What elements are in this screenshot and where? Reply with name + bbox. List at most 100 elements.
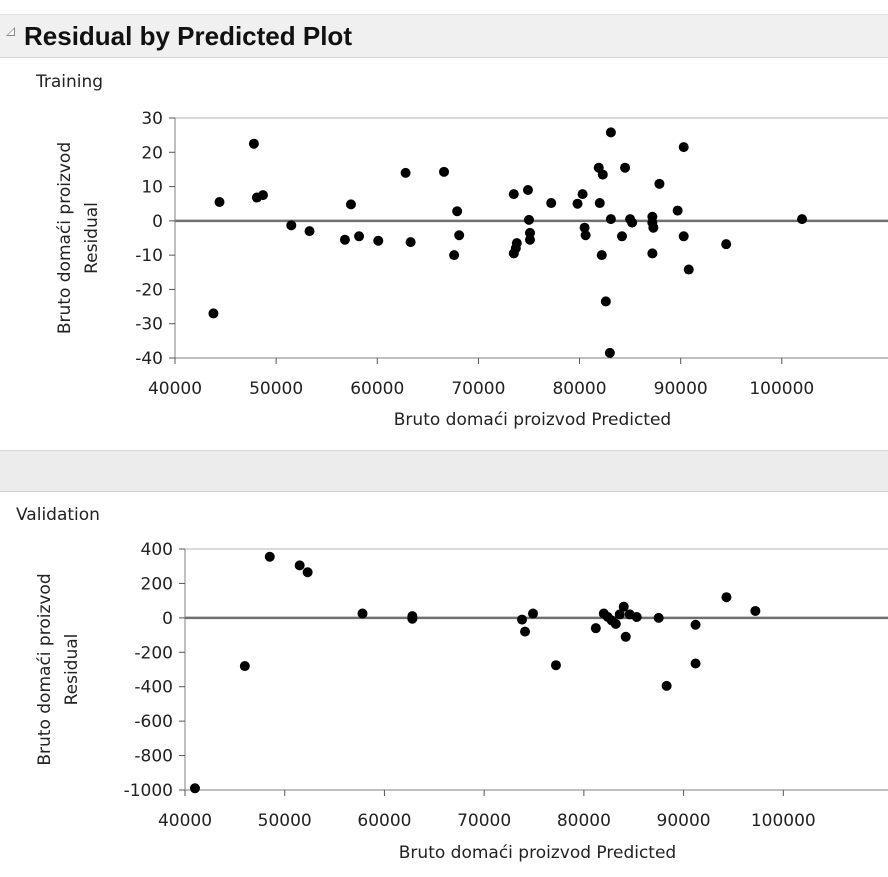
x-tick-label: 100000 (751, 811, 816, 831)
y-tick-label: -20 (135, 280, 163, 300)
section-divider (0, 450, 888, 492)
data-point (524, 234, 535, 245)
data-point (248, 138, 259, 149)
data-point (449, 250, 460, 261)
data-point (339, 234, 350, 245)
x-tick-label: 90000 (657, 811, 711, 831)
data-point (590, 623, 601, 634)
validation-residual-chart: 400 200 0 -200 -400 -600 -800 -1000 40000 50000 60… (35, 540, 888, 863)
y-tick-label: 20 (141, 143, 163, 163)
data-point (605, 127, 616, 138)
data-point (517, 614, 528, 625)
data-point (617, 231, 628, 242)
data-point (797, 214, 808, 225)
data-point (594, 198, 605, 209)
outline-header[interactable]: Residual by Predicted Plot (0, 14, 888, 58)
data-point (454, 230, 465, 241)
data-point (690, 658, 701, 669)
data-point (597, 169, 608, 180)
data-point (373, 235, 384, 246)
data-point (264, 551, 275, 562)
data-point (678, 231, 689, 242)
y-tick-label: -30 (135, 315, 163, 335)
training-residual-chart: 30 20 10 0 -10 -20 -30 -40 40000 50000 60000 70000 8… (55, 109, 888, 430)
x-tick-label: 70000 (451, 379, 505, 399)
data-point (620, 631, 631, 642)
x-tick-label: 70000 (457, 811, 511, 831)
y-tick-label: -1000 (124, 781, 173, 801)
data-point (302, 567, 313, 578)
data-point (528, 608, 539, 619)
y-tick-label: -40 (135, 349, 163, 369)
data-point (672, 205, 683, 216)
data-point (294, 560, 305, 571)
data-point (508, 189, 519, 200)
data-point (345, 199, 356, 210)
validation-panel-label: Validation (16, 505, 100, 525)
data-point (189, 783, 200, 794)
data-point (405, 237, 416, 248)
x-tick-label: 100000 (749, 379, 814, 399)
y-tick-label: 0 (162, 609, 173, 629)
data-point (604, 347, 615, 358)
data-point (618, 601, 629, 612)
data-point (721, 239, 732, 250)
x-tick-label: 40000 (148, 379, 202, 399)
data-point (721, 592, 732, 603)
data-point (357, 608, 368, 619)
y-tick-label: -200 (134, 643, 173, 663)
x-axis-title: Bruto domaći proizvod Predicted (399, 843, 676, 863)
y-tick-label: -400 (134, 678, 173, 698)
data-point (627, 217, 638, 228)
data-point (439, 166, 450, 177)
data-point (683, 264, 694, 275)
data-point (610, 618, 621, 629)
y-tick-label: -800 (134, 747, 173, 767)
data-point (239, 661, 250, 672)
disclosure-triangle-icon[interactable] (6, 27, 15, 36)
data-point (550, 660, 561, 671)
data-point (579, 222, 590, 233)
x-tick-label: 90000 (654, 379, 708, 399)
data-point (407, 613, 418, 624)
data-point (452, 206, 463, 217)
y-tick-label: 10 (141, 178, 163, 198)
data-point (631, 611, 642, 622)
data-point (620, 162, 631, 173)
data-point (522, 185, 533, 195)
y-axis-title-line1: Bruto domaći proizvod (55, 142, 75, 334)
data-point (520, 626, 531, 637)
y-axis-title-line2: Residual (62, 634, 82, 706)
data-point (750, 605, 761, 616)
y-tick-label: -600 (134, 712, 173, 732)
data-point (286, 220, 297, 231)
data-point (214, 197, 225, 207)
x-tick-label: 40000 (158, 811, 212, 831)
y-axis-title-line1: Bruto domaći proizvod (35, 573, 55, 765)
data-point (257, 190, 268, 201)
data-point (400, 167, 411, 178)
y-tick-label: 30 (141, 109, 163, 129)
data-point (511, 238, 522, 249)
data-point (678, 142, 689, 153)
data-point (304, 226, 315, 237)
data-point (577, 189, 588, 200)
data-point (653, 612, 664, 623)
data-point (654, 178, 665, 189)
x-tick-label: 50000 (249, 379, 303, 399)
y-axis-title-line2: Residual (82, 202, 102, 274)
data-point (580, 230, 591, 241)
data-point (648, 222, 659, 233)
x-tick-label: 80000 (552, 379, 606, 399)
x-tick-label: 50000 (258, 811, 312, 831)
data-point (524, 227, 535, 238)
data-point (661, 680, 672, 691)
x-tick-label: 80000 (557, 811, 611, 831)
y-tick-label: 0 (152, 212, 163, 232)
data-point (605, 214, 616, 225)
data-point (600, 296, 611, 307)
x-tick-label: 60000 (357, 811, 411, 831)
y-tick-label: 200 (141, 574, 173, 594)
data-point (647, 248, 658, 259)
